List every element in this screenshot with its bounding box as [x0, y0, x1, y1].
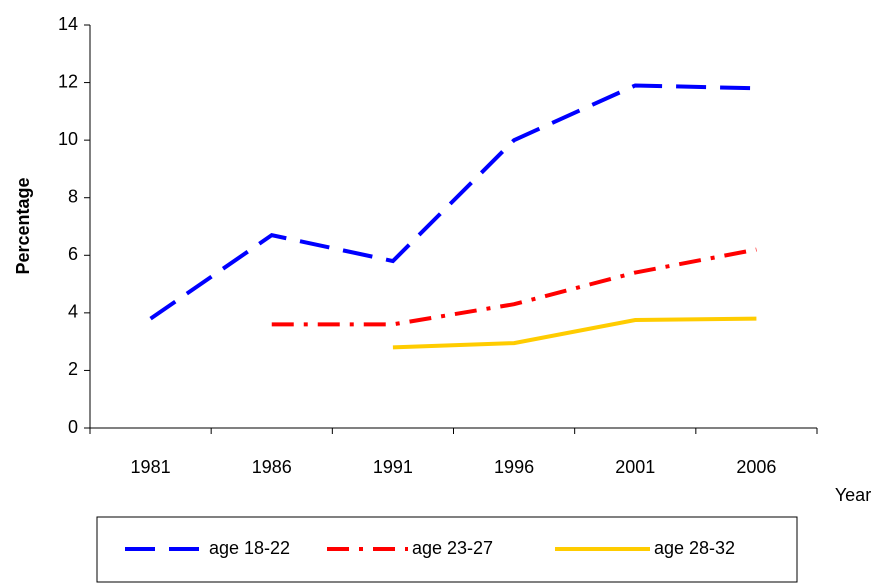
- x-tick-label: 1981: [131, 457, 171, 477]
- y-axis-label: Percentage: [13, 177, 33, 274]
- x-axis-label: Year: [835, 485, 871, 505]
- legend-label: age 28-32: [654, 538, 735, 558]
- y-tick-label: 8: [68, 186, 78, 206]
- x-tick-label: 1996: [494, 457, 534, 477]
- x-tick-label: 2006: [736, 457, 776, 477]
- y-tick-label: 14: [58, 14, 78, 34]
- y-tick-label: 12: [58, 71, 78, 91]
- series-line: [149, 83, 757, 321]
- y-tick-label: 6: [68, 244, 78, 264]
- series-line: [392, 316, 757, 350]
- y-tick-label: 2: [68, 359, 78, 379]
- legend-label: age 23-27: [412, 538, 493, 558]
- y-tick-label: 0: [68, 417, 78, 437]
- x-tick-label: 1986: [252, 457, 292, 477]
- x-tick-label: 2001: [615, 457, 655, 477]
- series-line: [271, 247, 757, 327]
- legend-box: [96, 516, 798, 583]
- y-tick-label: 4: [68, 302, 78, 322]
- legend-label: age 18-22: [209, 538, 290, 558]
- y-tick-label: 10: [58, 129, 78, 149]
- x-tick-label: 1991: [373, 457, 413, 477]
